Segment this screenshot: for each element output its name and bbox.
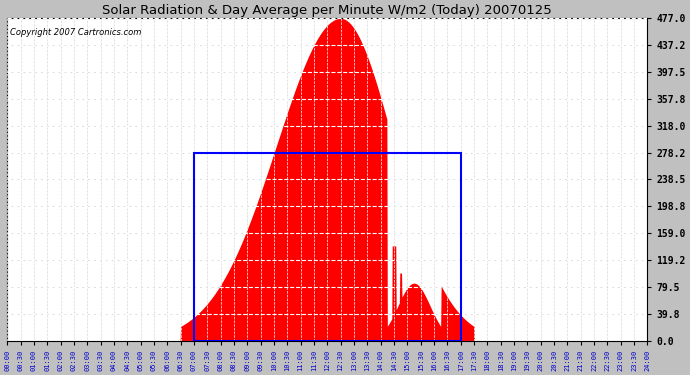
Title: Solar Radiation & Day Average per Minute W/m2 (Today) 20070125: Solar Radiation & Day Average per Minute… (102, 4, 552, 17)
Bar (194, 153, 461, 340)
Text: Copyright 2007 Cartronics.com: Copyright 2007 Cartronics.com (10, 28, 141, 37)
